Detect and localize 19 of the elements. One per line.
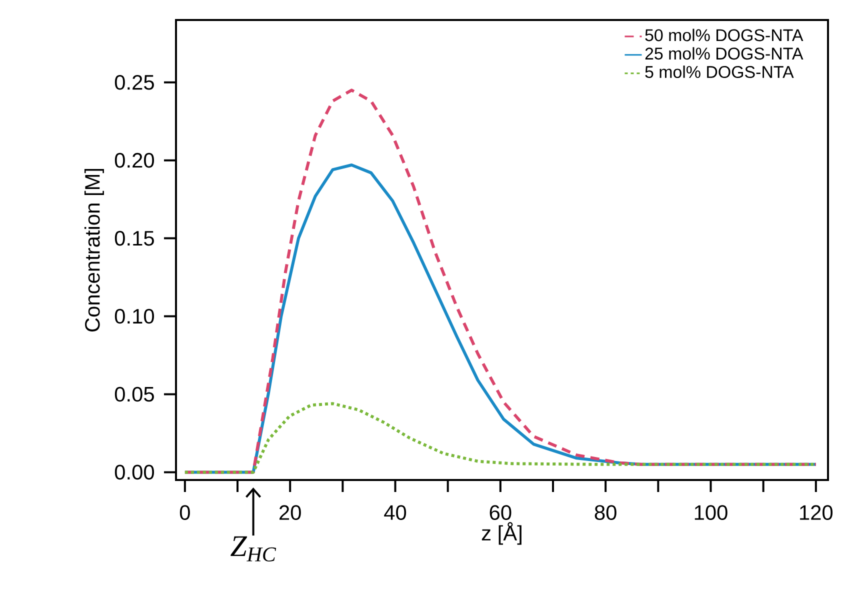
y-tick-label: 0.25 — [114, 74, 154, 90]
legend-label: 25 mol% DOGS-NTA — [645, 47, 804, 60]
legend-label: 5 mol% DOGS-NTA — [645, 66, 794, 78]
y-tick-label: 0.05 — [114, 386, 154, 402]
x-tick-label: 0 — [180, 505, 190, 520]
y-tick-label: 0.00 — [114, 464, 154, 480]
x-tick-label: 20 — [280, 505, 301, 520]
annotation: Z$_{HC}$ — [230, 536, 276, 562]
x-tick-label: 60 — [490, 505, 512, 520]
x-axis-title: z [Å] — [482, 522, 522, 545]
y-tick-label: 0.20 — [114, 152, 154, 168]
y-axis-title: Concentration [M] — [84, 168, 104, 332]
x-tick-label: 100 — [694, 505, 728, 520]
x-tick-label: 40 — [384, 505, 406, 520]
legend-label: 50 mol% DOGS-NTA — [645, 28, 804, 42]
x-tick-label: 80 — [594, 505, 616, 520]
y-tick-label: 0.15 — [114, 230, 154, 246]
x-tick-label: 120 — [800, 505, 833, 520]
y-tick-label: 0.10 — [114, 308, 154, 324]
